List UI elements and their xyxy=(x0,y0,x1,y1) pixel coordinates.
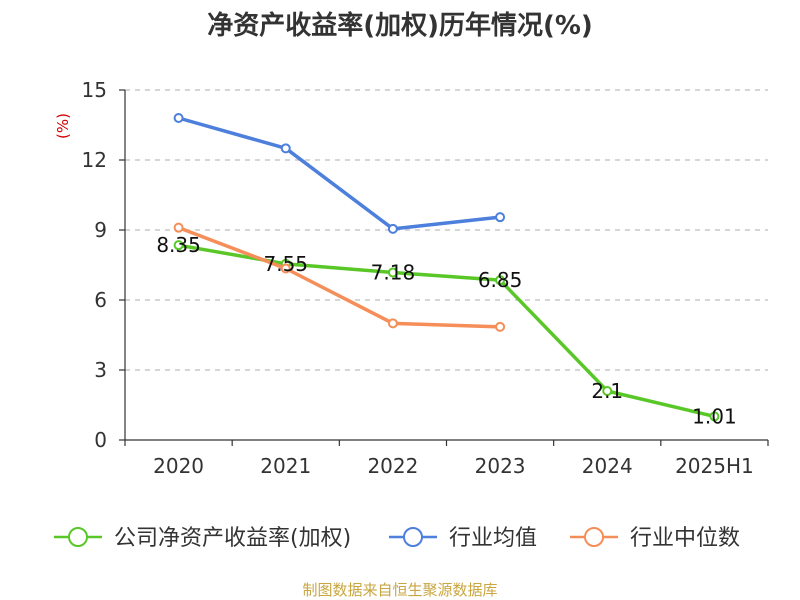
y-tick-label: 15 xyxy=(82,78,107,102)
series-group xyxy=(173,113,720,422)
series-point-1 xyxy=(173,240,184,251)
x-tick-label: 2020 xyxy=(153,454,204,478)
grid-lines xyxy=(125,89,768,371)
series-line-1 xyxy=(176,243,717,419)
legend-marker xyxy=(403,527,423,547)
x-tick-label: 2021 xyxy=(260,454,311,478)
x-tick-label: 2024 xyxy=(582,454,633,478)
series-point-2 xyxy=(495,212,506,223)
legend: 公司净资产收益率(加权) 行业均值 行业中位数 xyxy=(54,526,740,551)
y-axis-unit-label: (%) xyxy=(54,113,72,139)
series-point-1 xyxy=(709,411,720,422)
series-point-3 xyxy=(173,222,184,233)
chart-title: 净资产收益率(加权)历年情况(%) xyxy=(207,10,593,41)
series-point-3 xyxy=(495,321,506,332)
data-label: 8.35 xyxy=(156,233,201,257)
y-tick-label: 9 xyxy=(94,218,107,242)
series-point-1 xyxy=(387,267,398,278)
series-point-1 xyxy=(602,386,613,396)
legend-label: 公司净资产收益率(加权) xyxy=(114,526,351,551)
x-tick-label: 2023 xyxy=(475,454,526,478)
axes: 0 3 6 9 12 15 2020 2021 2022 2023 2024 2025H1 xyxy=(82,78,769,478)
data-label: 7.55 xyxy=(263,252,308,276)
series-point-1 xyxy=(495,275,506,286)
data-label: 2.1 xyxy=(591,379,623,403)
y-tick-label: 0 xyxy=(94,428,107,452)
series-point-3 xyxy=(387,318,398,329)
series-point-2 xyxy=(280,143,291,154)
x-tick-label: 2022 xyxy=(367,454,418,478)
legend-label: 行业中位数 xyxy=(630,526,740,551)
series-line-3 xyxy=(176,225,502,329)
y-tick-label: 3 xyxy=(94,358,107,382)
series-point-3 xyxy=(280,263,291,274)
legend-marker xyxy=(584,527,604,547)
legend-label: 行业均值 xyxy=(449,526,537,551)
data-label: 7.18 xyxy=(371,260,416,284)
legend-marker xyxy=(68,527,88,547)
data-label: 6.85 xyxy=(478,268,523,292)
source-note: 制图数据来自恒生聚源数据库 xyxy=(302,581,497,599)
data-labels: 8.35 7.55 7.18 6.85 2.1 1.01 xyxy=(156,233,736,428)
series-point-2 xyxy=(387,223,398,234)
series-point-2 xyxy=(173,113,184,123)
series-line-2 xyxy=(176,116,502,231)
data-label: 1.01 xyxy=(692,404,737,428)
y-tick-label: 6 xyxy=(94,288,107,312)
x-tick-label: 2025H1 xyxy=(675,454,754,478)
y-tick-label: 12 xyxy=(82,148,107,172)
